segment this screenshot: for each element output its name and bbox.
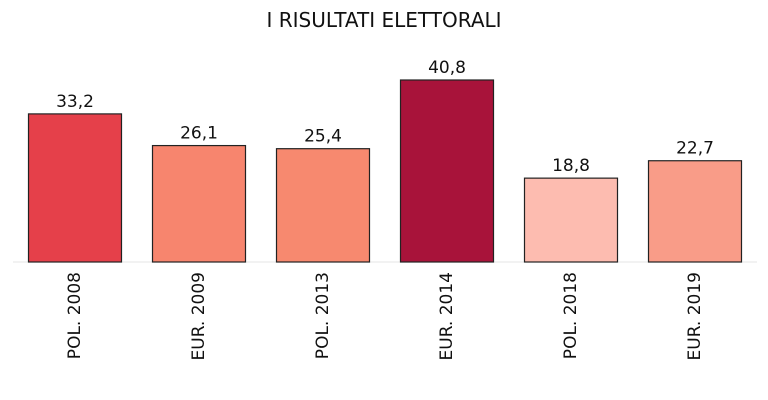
- x-tick-label: EUR. 2014: [437, 272, 457, 360]
- x-tick-label: POL. 2018: [561, 272, 581, 359]
- x-tick-label: EUR. 2019: [685, 272, 705, 360]
- value-label: 26,1: [180, 124, 218, 144]
- value-label: 40,8: [428, 58, 466, 78]
- bar: [151, 144, 247, 263]
- value-label: 33,2: [56, 92, 94, 112]
- x-tick-label: POL. 2008: [65, 272, 85, 359]
- x-tick-label: POL. 2013: [313, 272, 333, 359]
- value-label: 18,8: [552, 156, 590, 176]
- bar: [399, 79, 495, 263]
- bar: [275, 148, 371, 263]
- x-tick-label: EUR. 2009: [189, 272, 209, 360]
- bar: [647, 160, 743, 263]
- bar: [523, 177, 619, 263]
- bar: [27, 113, 123, 263]
- value-label: 25,4: [304, 127, 342, 147]
- chart-title: I RISULTATI ELETTORALI: [266, 8, 501, 32]
- value-label: 22,7: [676, 139, 714, 159]
